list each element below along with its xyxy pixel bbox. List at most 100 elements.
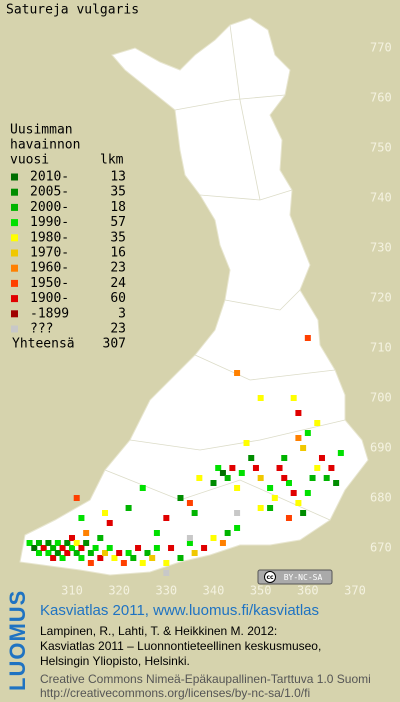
observation-square <box>281 455 288 461</box>
observation-square <box>271 495 278 501</box>
observation-square <box>111 555 118 561</box>
legend-swatch <box>11 325 18 333</box>
legend-label: 1990- <box>30 215 69 230</box>
observation-square <box>64 550 71 556</box>
observation-square <box>87 550 94 556</box>
observation-square <box>106 545 113 551</box>
observation-square <box>163 515 170 521</box>
observation-square <box>243 440 250 446</box>
observation-square <box>69 535 75 541</box>
legend-swatch <box>11 295 18 303</box>
observation-square <box>73 550 80 556</box>
y-tick-label: 730 <box>370 241 392 255</box>
y-tick-label: 680 <box>370 491 392 505</box>
legend-count: 35 <box>110 230 126 245</box>
observation-square <box>139 560 146 566</box>
observation-square <box>153 530 160 536</box>
observation-square <box>300 510 307 516</box>
observation-square <box>285 480 292 486</box>
observation-square <box>163 570 170 576</box>
legend-count-heading: lkm <box>100 153 124 168</box>
legend-label: 2010- <box>30 170 69 185</box>
observation-square <box>54 540 61 546</box>
y-tick-label: 720 <box>370 291 392 305</box>
observation-square <box>97 555 104 561</box>
observation-square <box>153 545 160 551</box>
observation-square <box>78 515 85 521</box>
observation-square <box>234 525 241 531</box>
legend-count: 57 <box>110 215 126 230</box>
legend-count: 13 <box>110 170 126 185</box>
cc-icon: cc <box>266 574 274 581</box>
legend-swatch <box>11 219 18 227</box>
observation-square <box>257 475 264 481</box>
observation-square <box>219 540 226 546</box>
y-tick-label: 700 <box>370 391 392 405</box>
x-tick-label: 370 <box>344 584 366 598</box>
observation-square <box>78 555 85 561</box>
x-tick-label: 310 <box>61 584 83 598</box>
observation-square <box>252 465 259 471</box>
observation-square <box>186 535 193 541</box>
observation-square <box>177 495 184 501</box>
y-tick-label: 760 <box>370 91 392 105</box>
observation-square <box>304 335 311 341</box>
observation-square <box>64 540 71 546</box>
observation-square <box>139 485 146 491</box>
observation-square <box>295 500 302 506</box>
observation-square <box>248 455 255 461</box>
observation-square <box>281 475 288 481</box>
observation-square <box>215 465 222 471</box>
observation-square <box>314 465 321 471</box>
legend-count: 16 <box>110 246 126 261</box>
observation-square <box>304 430 311 436</box>
legend-label: 1960- <box>30 261 69 276</box>
legend-swatch <box>11 203 18 211</box>
x-tick-label: 340 <box>203 584 225 598</box>
observation-square <box>40 545 47 551</box>
species-title: Satureja vulgaris <box>6 3 139 18</box>
legend-heading: vuosi <box>10 153 49 168</box>
legend-swatch <box>11 264 18 272</box>
observation-square <box>125 550 132 556</box>
observation-square <box>267 485 274 491</box>
legend-swatch <box>11 188 18 196</box>
observation-square <box>144 550 151 556</box>
observation-square <box>191 510 198 516</box>
observation-square <box>50 555 57 561</box>
observation-square <box>54 550 61 556</box>
cc-text: BY-NC-SA <box>284 573 323 582</box>
citation-line: Kasviatlas 2011 – Luonnontieteellinen ke… <box>40 639 322 653</box>
legend-label: ??? <box>30 322 53 337</box>
observation-square <box>45 550 52 556</box>
legend-label: 1980- <box>30 230 69 245</box>
observation-square <box>83 530 90 536</box>
map: Satureja vulgaris Uusimmanhavainnonvuosi… <box>6 3 392 598</box>
legend-count: 18 <box>110 200 126 215</box>
observation-square <box>92 545 99 551</box>
observation-square <box>87 560 94 566</box>
total-label: Yhteensä <box>12 337 75 352</box>
observation-square <box>59 545 66 551</box>
observation-square <box>168 545 175 551</box>
legend-count: 35 <box>110 185 126 200</box>
legend-count: 23 <box>110 322 126 337</box>
observation-square <box>102 510 109 516</box>
x-tick-label: 330 <box>155 584 177 598</box>
observation-square <box>125 505 132 511</box>
observation-square <box>333 480 340 486</box>
total-count: 307 <box>103 337 126 352</box>
observation-square <box>290 490 297 496</box>
observation-square <box>304 490 311 496</box>
observation-square <box>35 550 42 556</box>
legend-count: 24 <box>110 276 126 291</box>
legend-label: 1970- <box>30 246 69 261</box>
cc-badge: cc BY-NC-SA <box>257 569 333 585</box>
legend-swatch <box>11 249 18 257</box>
observation-square <box>116 550 123 556</box>
logo: LUOMUS <box>5 589 30 691</box>
observation-square <box>234 370 241 376</box>
observation-square <box>135 545 142 551</box>
observation-square <box>224 475 231 481</box>
